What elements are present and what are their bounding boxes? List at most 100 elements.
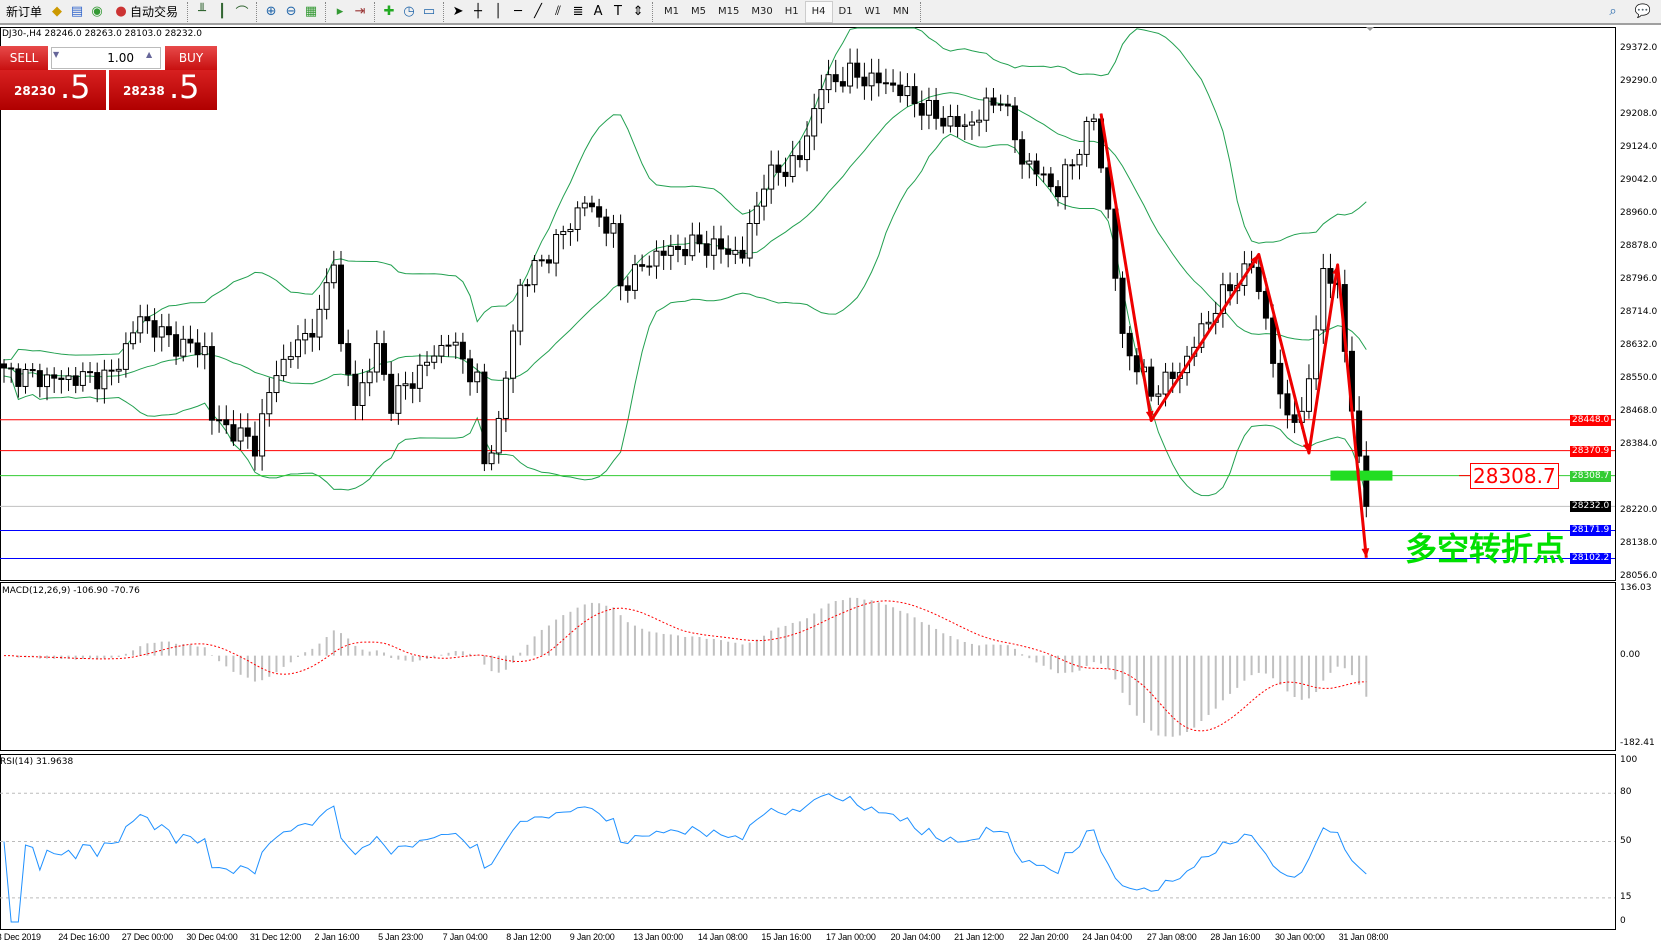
time-axis-label: 2 Jan 16:00 xyxy=(314,932,360,942)
candle xyxy=(868,58,875,101)
timeframe-h1[interactable]: H1 xyxy=(784,6,799,17)
market-watch-icon[interactable]: ◆ xyxy=(52,4,63,19)
separator xyxy=(374,1,376,22)
candle xyxy=(703,230,710,268)
periods-icon[interactable]: ◷ xyxy=(403,4,415,19)
price-axis-tick: 29208.0 xyxy=(1620,108,1658,119)
bar-chart-icon[interactable]: ╨ xyxy=(198,4,206,19)
candle xyxy=(1284,379,1291,429)
timeframe-d1[interactable]: D1 xyxy=(838,6,853,17)
candle xyxy=(230,410,237,446)
candle xyxy=(624,276,631,303)
channel-icon[interactable]: ⫽ xyxy=(555,4,561,19)
candle xyxy=(251,421,258,471)
price-axis-tick: 29290.0 xyxy=(1620,75,1658,86)
candle xyxy=(617,214,624,301)
new-order-button[interactable]: 新订单 xyxy=(2,1,46,23)
chart-shift-icon[interactable]: ⇥ xyxy=(354,4,366,19)
lot-size-input[interactable]: 1.00 xyxy=(51,47,161,69)
separator xyxy=(187,1,189,22)
candle xyxy=(58,370,65,394)
sell-button[interactable]: SELL xyxy=(0,46,48,70)
text-label-icon[interactable]: T xyxy=(614,4,622,19)
sell-price-button[interactable]: 28230 .5 xyxy=(0,68,106,110)
price-axis-tick: 28632.0 xyxy=(1620,339,1658,350)
horizontal-line-icon[interactable]: ─ xyxy=(514,4,522,19)
candle xyxy=(882,68,889,95)
arrowhead xyxy=(1145,410,1154,421)
fibonacci-icon[interactable]: ≣ xyxy=(572,4,584,19)
candle xyxy=(373,330,380,383)
templates-icon[interactable]: ▭ xyxy=(422,4,436,19)
level-price-label: 28370.9 xyxy=(1570,445,1612,457)
chat-icon[interactable]: 💬 xyxy=(1634,4,1652,19)
candle xyxy=(280,344,287,381)
candle xyxy=(345,329,352,387)
tile-windows-icon[interactable]: ▦ xyxy=(304,4,318,19)
candle xyxy=(646,255,653,276)
timeframe-m5[interactable]: M5 xyxy=(691,6,707,17)
candle xyxy=(538,254,545,267)
arrowhead xyxy=(1302,443,1311,454)
buy-price-button[interactable]: 28238 .5 xyxy=(109,68,217,110)
arrows-icon[interactable]: ⇕ xyxy=(632,4,644,19)
navigator-icon[interactable]: ▤ xyxy=(70,4,84,19)
candle xyxy=(187,325,194,353)
candle xyxy=(832,59,839,93)
crosshair-icon[interactable]: ┼ xyxy=(474,4,482,19)
main-pane xyxy=(0,27,1616,581)
candle xyxy=(1327,253,1334,299)
price-axis-tick: 28796.0 xyxy=(1620,274,1658,285)
candle xyxy=(1047,167,1054,193)
text-icon[interactable]: A xyxy=(593,4,603,19)
candle xyxy=(954,104,961,138)
trendline-icon[interactable]: ╱ xyxy=(534,4,542,19)
candle xyxy=(1019,131,1026,179)
candle xyxy=(137,304,144,343)
candle xyxy=(223,405,230,434)
price-axis-tick: 28878.0 xyxy=(1620,241,1658,252)
zoom-in-icon[interactable]: ⊕ xyxy=(265,4,277,19)
search-icon[interactable]: ⌕ xyxy=(1609,4,1617,19)
candle xyxy=(15,363,22,398)
chart-area[interactable] xyxy=(0,25,1661,947)
candle xyxy=(467,349,474,396)
cursor-icon[interactable]: ➤ xyxy=(452,4,464,19)
auto-scroll-icon[interactable]: ▸ xyxy=(336,4,344,19)
candle xyxy=(653,240,660,279)
signal-icon[interactable]: ◉ xyxy=(91,4,103,19)
auto-trading-button[interactable]: ● 自动交易 xyxy=(108,1,182,23)
separator xyxy=(443,1,445,22)
candle xyxy=(854,48,861,89)
candle xyxy=(739,236,746,264)
timeframe-w1[interactable]: W1 xyxy=(864,6,881,17)
candle xyxy=(667,234,674,270)
candlestick-icon[interactable]: ┃ xyxy=(218,4,226,19)
candle xyxy=(1040,166,1047,183)
candle xyxy=(990,87,997,114)
buy-button[interactable]: BUY xyxy=(165,46,217,70)
indicators-icon[interactable]: ✚ xyxy=(383,4,395,19)
price-axis-tick: 28138.0 xyxy=(1620,538,1658,549)
candle xyxy=(775,150,782,186)
lot-increase-icon[interactable]: ▲ xyxy=(146,50,153,59)
candle xyxy=(1069,159,1076,180)
price-axis-tick: 29124.0 xyxy=(1620,142,1658,153)
zoom-out-icon[interactable]: ⊖ xyxy=(285,4,297,19)
vertical-line-icon[interactable]: │ xyxy=(494,4,502,19)
chart-shift-marker[interactable] xyxy=(1366,27,1374,31)
rsi-line xyxy=(3,793,1367,923)
timeframe-h4[interactable]: H4 xyxy=(804,0,833,23)
candle xyxy=(796,140,803,168)
lot-decrease-icon[interactable]: ▼ xyxy=(53,50,60,59)
time-axis-label: 30 Dec 04:00 xyxy=(186,932,238,942)
line-chart-icon[interactable]: ⌒ xyxy=(235,6,249,21)
level-price-label: 28448.0 xyxy=(1570,414,1612,426)
candle xyxy=(631,254,638,300)
candle xyxy=(1105,161,1112,219)
timeframe-m30[interactable]: M30 xyxy=(751,6,773,17)
timeframe-m15[interactable]: M15 xyxy=(718,6,740,17)
timeframe-mn[interactable]: MN xyxy=(892,6,909,17)
timeframe-m1[interactable]: M1 xyxy=(664,6,680,17)
separator xyxy=(652,1,654,22)
